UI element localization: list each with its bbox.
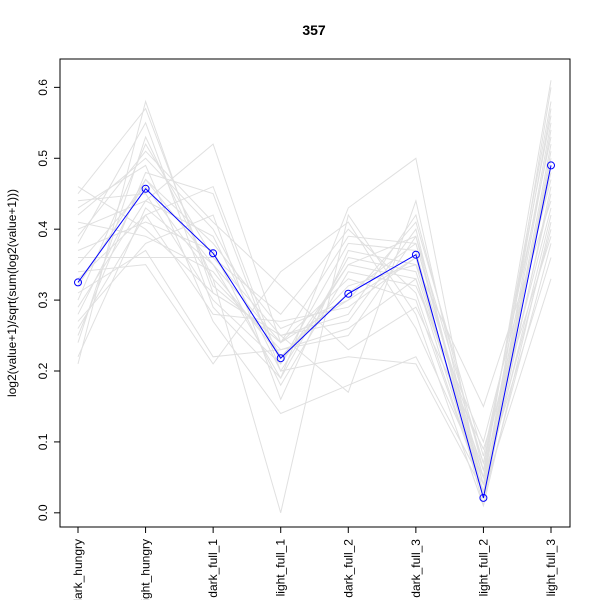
chart-title: 357 xyxy=(302,22,326,38)
x-tick-label: dark_hungry xyxy=(71,539,85,600)
highlight-point-7 xyxy=(479,493,488,502)
background-series-line-1 xyxy=(77,80,552,478)
background-series-line-21 xyxy=(77,99,552,499)
highlight-point-3 xyxy=(209,249,218,258)
background-series-line-3 xyxy=(77,101,552,471)
background-series-line-19 xyxy=(77,164,552,486)
highlight-point-2 xyxy=(141,184,150,193)
background-series-line-5 xyxy=(77,122,552,492)
highlight-point-1 xyxy=(74,278,82,287)
y-tick-label: 0.5 xyxy=(36,150,50,167)
y-tick-label: 0.1 xyxy=(36,433,50,450)
highlight-point-6 xyxy=(411,250,420,259)
highlight-point-5 xyxy=(344,289,353,298)
background-series-group xyxy=(77,80,552,513)
highlight-point-8 xyxy=(547,161,555,170)
x-tick-label: light_full_1 xyxy=(274,539,288,597)
x-tick-label: dark_full_2 xyxy=(341,539,355,598)
x-tick-label: light_full_3 xyxy=(544,539,558,597)
background-series-line-6 xyxy=(77,136,552,457)
y-tick-label: 0.3 xyxy=(36,291,50,308)
background-series-line-15 xyxy=(77,200,552,408)
x-tick-label: light_hungry xyxy=(139,539,153,600)
background-series-line-23 xyxy=(77,200,552,493)
y-axis-label: log2(value+1)/sqrt(sum(log2(value+1))) xyxy=(5,189,19,397)
x-tick-label: dark_full_3 xyxy=(409,539,423,598)
x-tick-label: light_full_2 xyxy=(476,539,490,597)
highlight-point-4 xyxy=(276,354,285,363)
y-tick-label: 0.2 xyxy=(36,362,50,379)
background-series-line-4 xyxy=(77,108,552,485)
y-tick-label: 0.6 xyxy=(36,79,50,96)
highlight-series-line xyxy=(77,165,552,499)
y-axis: 0.0 0.1 0.2 0.3 0.4 0.5 0.6 xyxy=(36,79,61,521)
x-tick-label: dark_full_1 xyxy=(206,539,220,598)
x-axis: dark_hungry light_hungry dark_full_1 light_… xyxy=(71,526,558,600)
highlight-series-group xyxy=(74,161,555,502)
y-tick-label: 0.4 xyxy=(36,221,50,238)
background-series-line-16 xyxy=(77,207,552,473)
background-series-line-20 xyxy=(77,150,552,451)
background-series-line-22 xyxy=(77,221,552,479)
background-series-line-25 xyxy=(77,115,552,464)
y-tick-label: 0.0 xyxy=(36,504,50,521)
